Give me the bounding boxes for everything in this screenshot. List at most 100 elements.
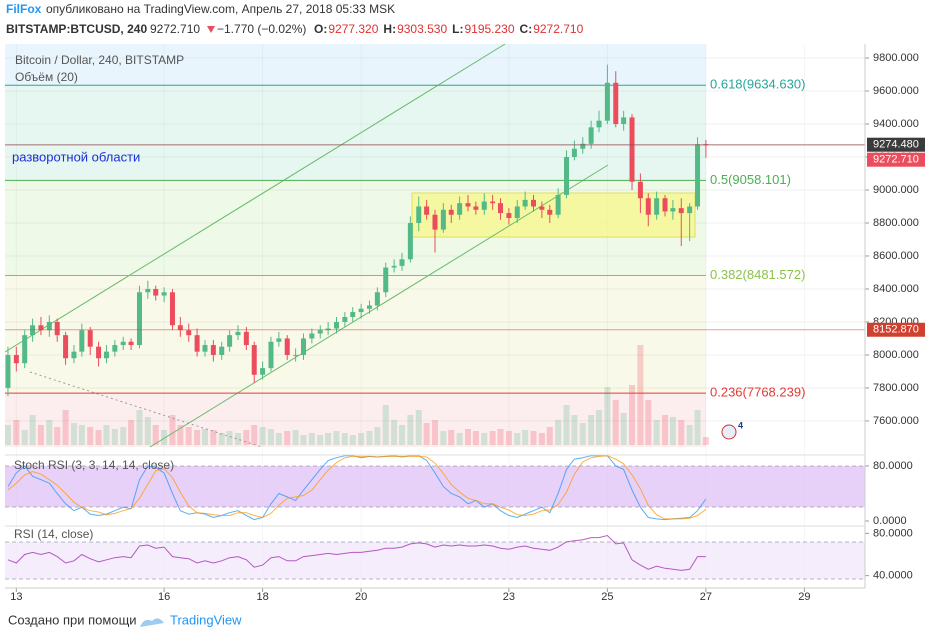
volume-bar bbox=[325, 433, 332, 445]
volume-bar bbox=[645, 400, 652, 445]
volume-bar bbox=[407, 415, 414, 445]
candle-body bbox=[145, 288, 151, 293]
x-tick-label: 27 bbox=[700, 591, 712, 603]
candle-body bbox=[103, 351, 109, 359]
x-tick-label: 29 bbox=[798, 591, 810, 603]
volume-bar bbox=[571, 415, 578, 445]
candle-body bbox=[481, 201, 487, 210]
volume-bar bbox=[555, 420, 562, 445]
volume-bar bbox=[308, 433, 315, 445]
volume-bar bbox=[366, 431, 373, 445]
price-tag bbox=[867, 137, 925, 152]
y-tick-label: 9600.000 bbox=[873, 85, 919, 97]
candle-body bbox=[276, 338, 282, 342]
x-tick-label: 13 bbox=[10, 591, 22, 603]
ohlc-value: 9272.710 bbox=[533, 22, 583, 36]
candle-body bbox=[186, 330, 192, 336]
volume-bar bbox=[497, 429, 504, 445]
fib-label: 0.5(9058.101) bbox=[710, 172, 791, 187]
volume-bar bbox=[398, 425, 405, 445]
y-tick-label: 8600.000 bbox=[873, 250, 919, 262]
x-tick-label: 18 bbox=[256, 591, 268, 603]
volume-bar bbox=[111, 429, 118, 445]
candle-body bbox=[300, 338, 306, 355]
volume-bar bbox=[210, 430, 217, 445]
candle-body bbox=[161, 292, 167, 296]
volume-bar bbox=[423, 423, 430, 445]
candle-body bbox=[399, 259, 405, 266]
candle-body bbox=[416, 206, 422, 223]
header-change: −1.770 (−0.02%) bbox=[217, 22, 306, 36]
candle-body bbox=[317, 330, 323, 334]
volume-bar bbox=[128, 420, 135, 445]
ohlc-key: C: bbox=[520, 22, 533, 36]
candle-body bbox=[71, 351, 77, 359]
candle-body bbox=[243, 331, 249, 346]
candle-body bbox=[621, 117, 627, 125]
y-tick-label: 7600.000 bbox=[873, 415, 919, 427]
indicator-title: Stoch RSI (3, 3, 14, 14, close) bbox=[14, 458, 174, 472]
volume-bar bbox=[21, 430, 28, 445]
volume-bar bbox=[653, 420, 660, 445]
candle-body bbox=[350, 312, 356, 318]
x-axis: 13 16 18 20 23 25 27 29 bbox=[10, 588, 811, 603]
volume-bar bbox=[87, 427, 94, 445]
volume-bar bbox=[333, 431, 340, 445]
candle-body bbox=[498, 203, 504, 214]
candle-body bbox=[490, 201, 496, 204]
volume-bar bbox=[300, 435, 307, 445]
y-tick-label: 8800.000 bbox=[873, 217, 919, 229]
candle-body bbox=[687, 206, 693, 214]
candle-body bbox=[358, 308, 364, 313]
volume-bar bbox=[29, 415, 36, 445]
ohlc-value: 9277.320 bbox=[328, 22, 378, 36]
volume-bar bbox=[686, 425, 693, 445]
volume-bar bbox=[596, 410, 603, 445]
price-tags: 9274.480 9272.710 8152.870 bbox=[5, 137, 925, 337]
candle-body bbox=[87, 330, 93, 347]
down-arrow bbox=[207, 26, 215, 33]
volume-bar bbox=[169, 415, 176, 445]
volume-bar bbox=[538, 433, 545, 445]
candle-body bbox=[588, 127, 594, 144]
volume-bar bbox=[78, 425, 85, 445]
candle-body bbox=[629, 117, 635, 182]
candle-body bbox=[391, 265, 397, 268]
indicator-title: RSI (14, close) bbox=[14, 527, 93, 541]
candle-body bbox=[522, 199, 528, 207]
volume-bar bbox=[588, 415, 595, 445]
candle-body bbox=[309, 333, 315, 339]
y-tick-label: 40.0000 bbox=[873, 570, 913, 582]
backgrounds bbox=[5, 44, 706, 447]
footer-brand[interactable]: TradingView bbox=[170, 612, 242, 627]
volume-bar bbox=[579, 423, 586, 445]
volume-bar bbox=[374, 427, 381, 445]
y-tick-label: 9000.000 bbox=[873, 184, 919, 196]
volume-bar bbox=[620, 413, 627, 445]
indicator-line bbox=[7, 534, 706, 571]
volume-bar bbox=[522, 430, 529, 445]
candle-body bbox=[678, 208, 684, 214]
x-tick-label: 23 bbox=[503, 591, 515, 603]
candle-body bbox=[440, 209, 446, 230]
candle-body bbox=[54, 321, 60, 336]
header-symbol: BITSTAMP:BTCUSD, 240 bbox=[6, 22, 147, 36]
annotation: разворотной области bbox=[12, 149, 140, 164]
volume-bar bbox=[391, 420, 398, 445]
candle-body bbox=[153, 288, 159, 296]
y-tick-label: 8400.000 bbox=[873, 283, 919, 295]
footer-created: Создано при помощи bbox=[8, 612, 137, 627]
fib-zone bbox=[5, 44, 706, 86]
fib-levels: 0.618(9634.630) 0.5(9058.101) 0.382(8481.5… bbox=[5, 77, 805, 400]
candle-body bbox=[506, 213, 512, 219]
event-badge[interactable] bbox=[721, 424, 737, 440]
volume-bar bbox=[440, 431, 447, 445]
volume-bar bbox=[62, 410, 69, 445]
candle-body bbox=[235, 331, 241, 336]
volume-bar bbox=[13, 420, 20, 445]
x-tick-label: 16 bbox=[158, 591, 170, 603]
volume-bar bbox=[604, 387, 611, 445]
x-tick-label: 20 bbox=[355, 591, 367, 603]
header-quote: BITSTAMP:BTCUSD, 240 9272.710 −1.770 (−0… bbox=[6, 22, 584, 36]
